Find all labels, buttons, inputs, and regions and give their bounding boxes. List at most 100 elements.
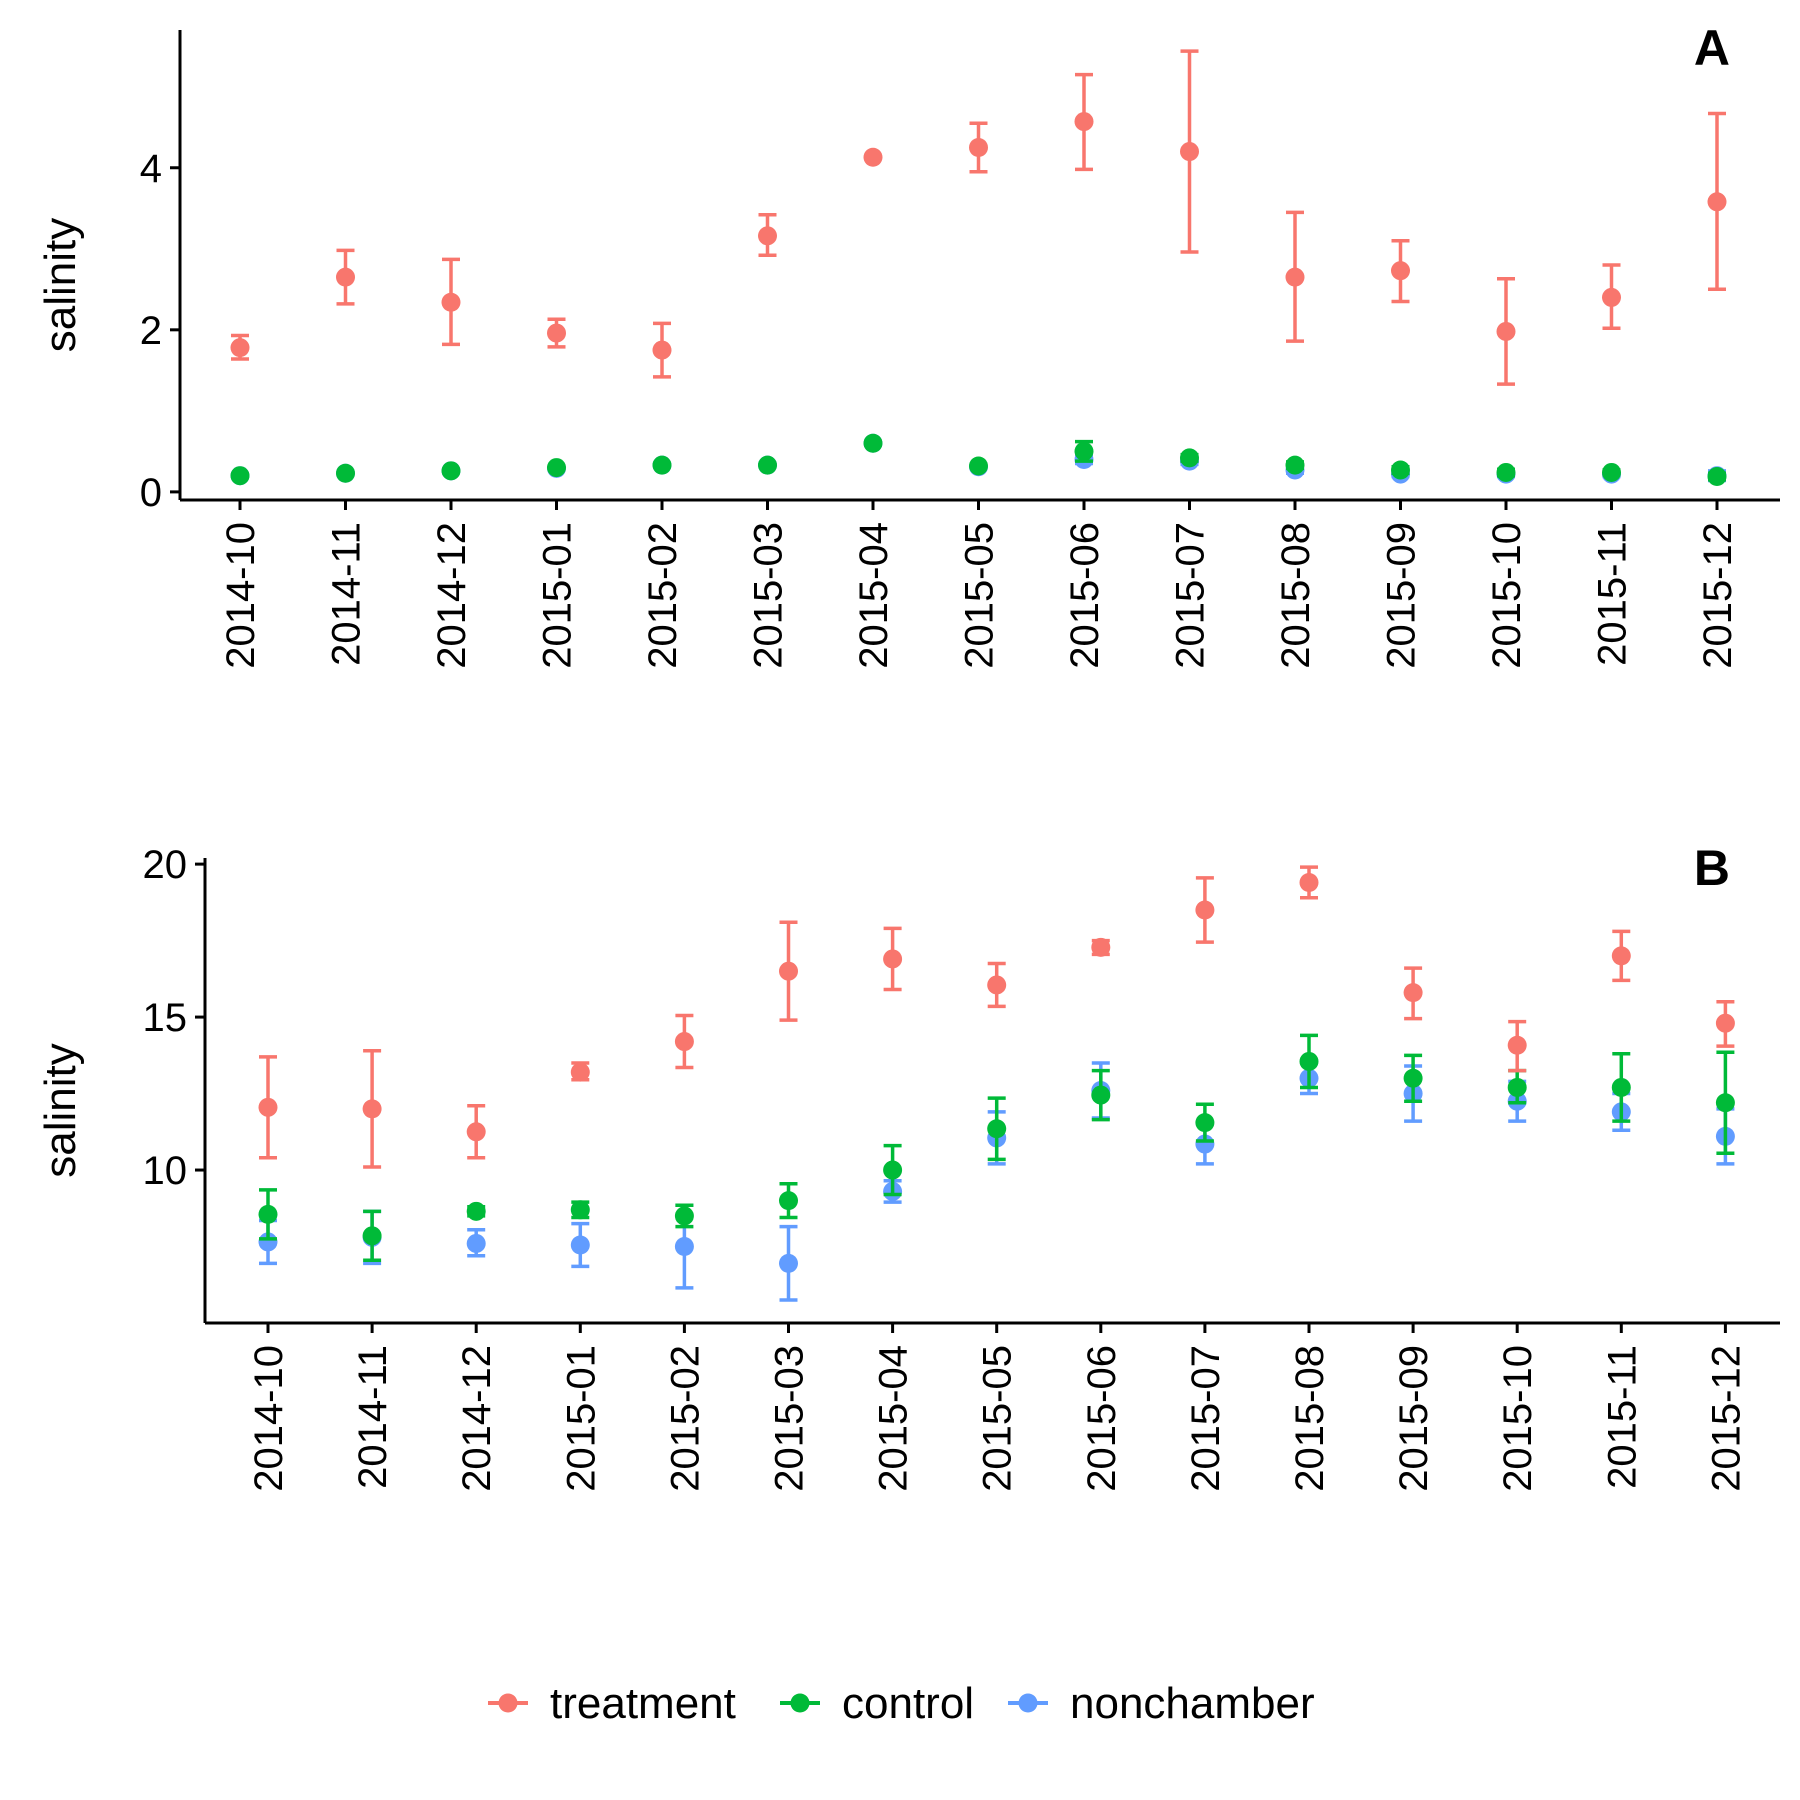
data-point (1602, 462, 1621, 482)
data-point (987, 1119, 1007, 1139)
panel-b: 10 15 20 salinity B 2014-10 2014-11 2014-12 2015… (36, 840, 1780, 1492)
data-point (674, 1032, 694, 1052)
data-point (1299, 872, 1319, 892)
data-point (362, 1099, 382, 1119)
data-point (362, 1226, 382, 1246)
y-tick-label: 10 (143, 1149, 188, 1193)
data-point (779, 1191, 798, 1211)
legend-label: nonchamber (1070, 1679, 1315, 1728)
x-tick-label: 2014-12 (430, 522, 474, 669)
data-point (1403, 1068, 1423, 1088)
legend-key-point (1018, 1693, 1038, 1713)
data-point (1403, 983, 1423, 1003)
data-point (1074, 112, 1094, 132)
x-tick-label: 2015-09 (1380, 522, 1424, 669)
series-treatment (258, 865, 1735, 1169)
panel-label: A (1694, 20, 1730, 76)
x-tick-label: 2015-01 (536, 522, 580, 669)
x-tick-label: 2015-07 (1169, 522, 1213, 669)
x-tick-label: 2015-08 (1288, 1345, 1332, 1492)
data-point (1180, 142, 1199, 162)
data-point (1391, 460, 1410, 480)
y-tick-label: 15 (143, 996, 188, 1040)
legend-item-nonchamber: nonchamber (1008, 1679, 1315, 1728)
data-point (1611, 1077, 1631, 1097)
data-point (230, 338, 250, 358)
x-tick-label: 2015-10 (1496, 1345, 1540, 1492)
data-point (466, 1233, 486, 1253)
y-tick-label: 20 (143, 843, 188, 887)
y-tick-label: 2 (140, 309, 162, 353)
data-point (863, 147, 883, 167)
data-point (336, 463, 355, 483)
data-point (570, 1062, 590, 1082)
x-tick-label: 2015-11 (1600, 1345, 1644, 1489)
data-point (1074, 441, 1094, 461)
y-tick-label: 4 (140, 147, 162, 191)
data-point (1707, 467, 1727, 486)
data-point (230, 466, 250, 486)
data-point (1091, 1085, 1111, 1105)
x-tick-label: 2014-11 (351, 1345, 395, 1489)
legend: treatment control nonchamber (488, 1679, 1315, 1728)
data-point (1507, 1035, 1527, 1055)
data-point (863, 433, 883, 453)
x-tick-label: 2015-08 (1274, 522, 1318, 669)
x-tick-label: 2015-02 (663, 1345, 707, 1492)
data-point (1180, 448, 1199, 468)
panel-a: 0 2 4 salinity A 2014-10 2014-11 2014-12 2015-01… (36, 20, 1780, 669)
data-point (779, 1253, 798, 1273)
x-tick-label: 2015-03 (747, 522, 791, 669)
x-tick-label: 2014-11 (325, 522, 369, 666)
data-point (441, 292, 461, 312)
data-point (987, 975, 1007, 995)
data-point (969, 456, 988, 476)
x-tick-label: 2015-04 (852, 522, 896, 669)
x-tick-label: 2015-02 (641, 522, 685, 669)
data-point (258, 1097, 278, 1117)
legend-key-point (790, 1693, 810, 1713)
data-point (652, 455, 672, 475)
data-point (883, 949, 903, 969)
series-control (230, 433, 1727, 486)
x-tick-label: 2015-05 (958, 522, 1002, 669)
y-axis-title: salinity (36, 1043, 85, 1178)
panel-label: B (1694, 840, 1730, 896)
data-point (547, 458, 566, 478)
legend-label: control (842, 1679, 974, 1728)
x-tick-label: 2015-06 (1080, 1345, 1124, 1492)
x-tick-label: 2015-09 (1392, 1345, 1436, 1492)
data-point (652, 340, 672, 360)
data-point (1195, 1113, 1215, 1133)
data-point (1391, 261, 1410, 281)
data-point (336, 267, 355, 287)
x-tick-label: 2015-07 (1184, 1345, 1228, 1492)
x-tick-label: 2015-11 (1591, 522, 1635, 666)
data-point (1496, 321, 1516, 341)
y-axis-title: salinity (36, 218, 85, 353)
data-point (969, 138, 988, 157)
x-tick-label: 2014-10 (219, 522, 263, 669)
data-point (1285, 267, 1305, 287)
data-point (1611, 946, 1631, 966)
y-tick-label: 0 (140, 471, 162, 515)
data-point (1195, 900, 1215, 920)
data-point (441, 461, 461, 481)
x-tick-label: 2015-03 (768, 1345, 812, 1492)
data-point (570, 1200, 590, 1220)
legend-item-treatment: treatment (488, 1679, 736, 1728)
data-point (547, 323, 566, 343)
x-tick-label: 2015-01 (559, 1345, 603, 1492)
data-point (258, 1204, 278, 1224)
x-tick-label: 2014-10 (247, 1345, 291, 1492)
x-tick-label: 2015-05 (976, 1345, 1020, 1492)
data-point (1707, 192, 1727, 212)
x-tick-label: 2015-12 (1704, 1345, 1748, 1492)
legend-label: treatment (550, 1679, 736, 1728)
x-tick-label: 2015-04 (872, 1345, 916, 1492)
series-control (258, 1033, 1735, 1263)
data-point (1507, 1077, 1527, 1097)
data-point (758, 455, 777, 475)
data-point (758, 226, 777, 246)
